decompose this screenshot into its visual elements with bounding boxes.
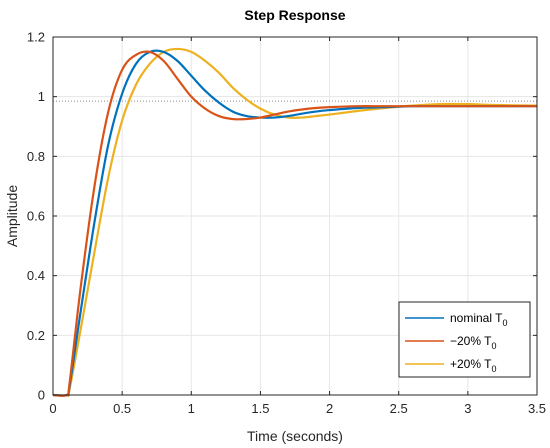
legend-label-text: nominal T <box>450 311 503 325</box>
y-tick-labels: 0 0.2 0.4 0.6 0.8 1 1.2 <box>27 30 45 403</box>
y-tick-label: 0.4 <box>27 268 45 283</box>
y-tick-label: 0 <box>38 388 45 403</box>
y-tick-label: 0.6 <box>27 209 45 224</box>
x-tick-label: 3 <box>464 401 471 416</box>
legend-items: nominal T0−20% T0+20% T0 <box>405 311 508 374</box>
y-tick-label: 0.2 <box>27 328 45 343</box>
x-tick-label: 2.5 <box>390 401 408 416</box>
series-minus20-line <box>52 50 537 397</box>
legend-entry-nominal: nominal T0 <box>405 311 508 328</box>
legend-label: nominal T0 <box>450 311 508 328</box>
legend-entry-plus20: +20% T0 <box>405 357 497 374</box>
x-axis-label: Time (seconds) <box>247 428 343 444</box>
legend-label-subscript: 0 <box>491 341 496 351</box>
legend-label-subscript: 0 <box>502 318 507 328</box>
legend-label-text: +20% T <box>450 357 492 371</box>
chart-title: Step Response <box>244 7 345 23</box>
legend-label-text: −20% T <box>450 334 492 348</box>
legend-label-subscript: 0 <box>491 364 496 374</box>
series-layer <box>52 47 538 397</box>
y-tick-label: 0.8 <box>27 149 45 164</box>
x-tick-label: 3.5 <box>528 401 546 416</box>
legend-entry-minus20: −20% T0 <box>405 334 497 351</box>
x-tick-label: 0 <box>49 401 56 416</box>
axis-ticks <box>52 36 538 396</box>
x-tick-labels: 0 0.5 1 1.5 2 2.5 3 3.5 <box>49 401 546 416</box>
y-axis-label: Amplitude <box>4 185 20 247</box>
x-tick-label: 1.5 <box>251 401 269 416</box>
y-tick-label: 1 <box>38 89 45 104</box>
legend-label: −20% T0 <box>450 334 497 351</box>
x-tick-label: 1 <box>188 401 195 416</box>
y-tick-label: 1.2 <box>27 30 45 45</box>
x-tick-label: 0.5 <box>113 401 131 416</box>
x-tick-label: 2 <box>326 401 333 416</box>
legend-label: +20% T0 <box>450 357 497 374</box>
legend: nominal T0−20% T0+20% T0 <box>398 301 531 378</box>
